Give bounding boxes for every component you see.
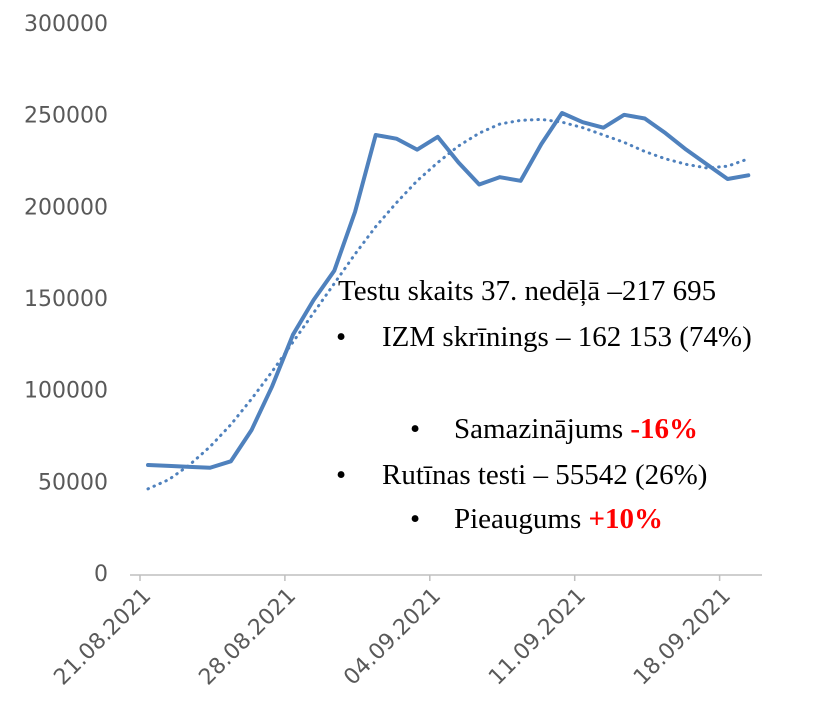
annotation-item: Rutīnas testi – 55542 (26%) [382,459,708,491]
y-tick-label: 0 [94,562,108,587]
x-tick-label: 28.08.2021 [194,584,301,691]
y-tick-label: 300000 [24,12,108,37]
annotation-item: IZM skrīnings – 162 153 (74%) [382,321,752,353]
sub-text: Samazinājums [454,413,624,445]
data-line [146,111,751,470]
annotation-sub: Pieaugums +10% [454,500,663,538]
x-tick-label: 04.09.2021 [339,584,446,691]
bullet: • [336,321,347,353]
y-tick-label: 200000 [24,195,108,220]
trend-line [146,117,750,491]
y-tick-label: 150000 [24,287,108,312]
bullet: • [336,459,347,491]
x-tick-label: 18.09.2021 [629,584,736,691]
sub-text: Pieaugums [454,503,582,535]
sub-change: -16% [630,413,699,445]
sub-change: +10% [588,503,664,535]
y-tick-label: 100000 [24,379,108,404]
annotation-sub: Samazinājums -16% [454,410,698,448]
x-tick-label: 11.09.2021 [484,584,591,691]
bullet: • [410,413,421,445]
annotation-title: Testu skaits 37. nedēļā –217 695 [338,275,717,307]
bullet: • [410,503,421,535]
x-tick-label: 21.08.2021 [49,584,156,691]
y-tick-label: 250000 [24,104,108,129]
y-tick-label: 50000 [38,470,108,495]
